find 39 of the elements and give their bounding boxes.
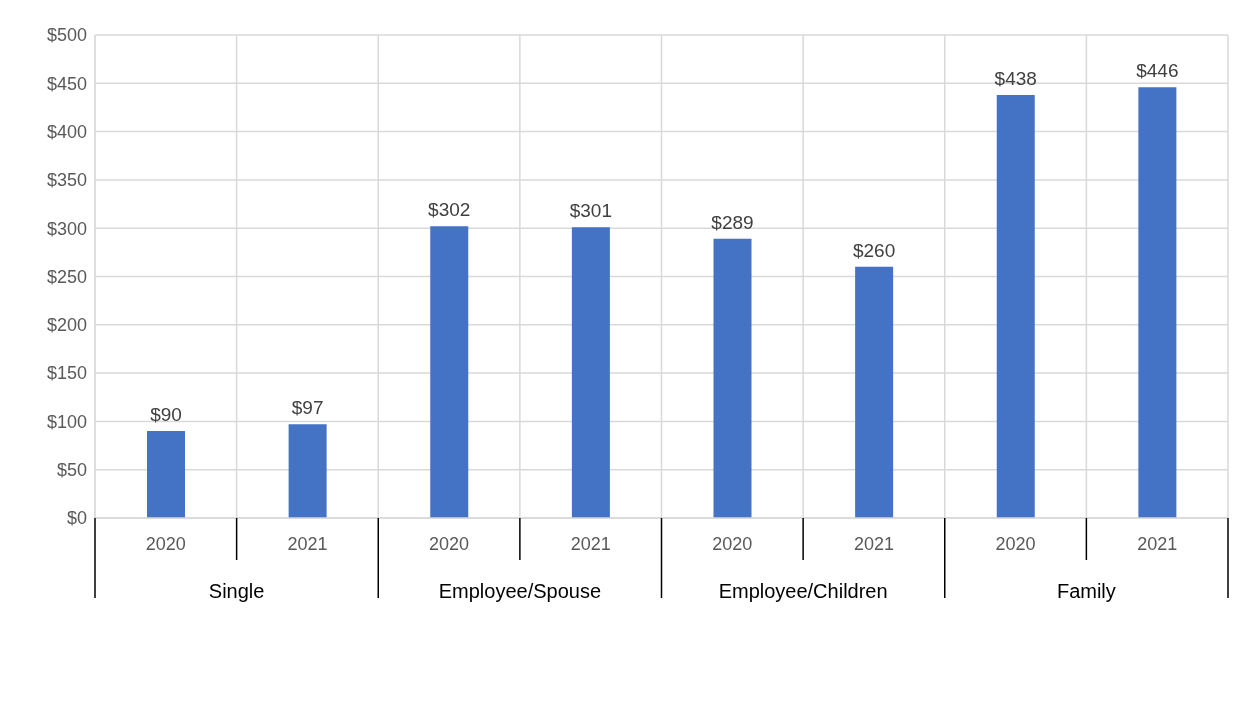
- y-tick-label: $250: [46, 266, 87, 287]
- bar: [571, 227, 610, 518]
- y-tick-label: $200: [46, 315, 87, 336]
- y-tick-label: $400: [46, 121, 87, 142]
- x-tick-label: 2021: [1137, 534, 1178, 554]
- data-label: $302: [428, 199, 471, 221]
- bar: [288, 424, 327, 518]
- x-tick-label: 2021: [570, 534, 611, 554]
- text: Employee/Spouse: [438, 580, 602, 602]
- y-tick-label: $150: [46, 363, 87, 384]
- y-tick-label: $0: [66, 508, 87, 529]
- data-label: $289: [711, 211, 754, 233]
- y-tick-label: $50: [56, 460, 87, 481]
- bar: [713, 238, 752, 518]
- x-tick-label: 2020: [145, 534, 186, 554]
- x-tick-label: 2020: [429, 534, 470, 554]
- y-tick-label: $100: [46, 411, 87, 432]
- data-label: $438: [994, 67, 1037, 89]
- text: Family: [1056, 580, 1116, 602]
- y-tick-label: $500: [46, 25, 87, 46]
- data-label: $97: [291, 397, 324, 419]
- bar: [147, 431, 185, 518]
- text: Single: [208, 580, 265, 602]
- data-label: $90: [150, 404, 182, 426]
- x-tick-label: 2020: [712, 534, 753, 554]
- text: Employee/Children: [718, 580, 888, 602]
- data-label: $446: [1136, 60, 1179, 82]
- data-label: $260: [852, 239, 896, 261]
- bar: [855, 266, 894, 518]
- bar: [430, 226, 469, 518]
- bar: [996, 94, 1035, 518]
- y-tick-label: $300: [46, 218, 87, 239]
- x-tick-label: 2021: [287, 534, 328, 554]
- data-label: $301: [569, 200, 613, 222]
- x-tick-label: 2021: [853, 534, 894, 554]
- x-tick-label: 2020: [995, 534, 1036, 554]
- y-tick-label: $450: [46, 73, 87, 94]
- y-tick-label: $350: [46, 170, 87, 191]
- bar: [1138, 87, 1177, 518]
